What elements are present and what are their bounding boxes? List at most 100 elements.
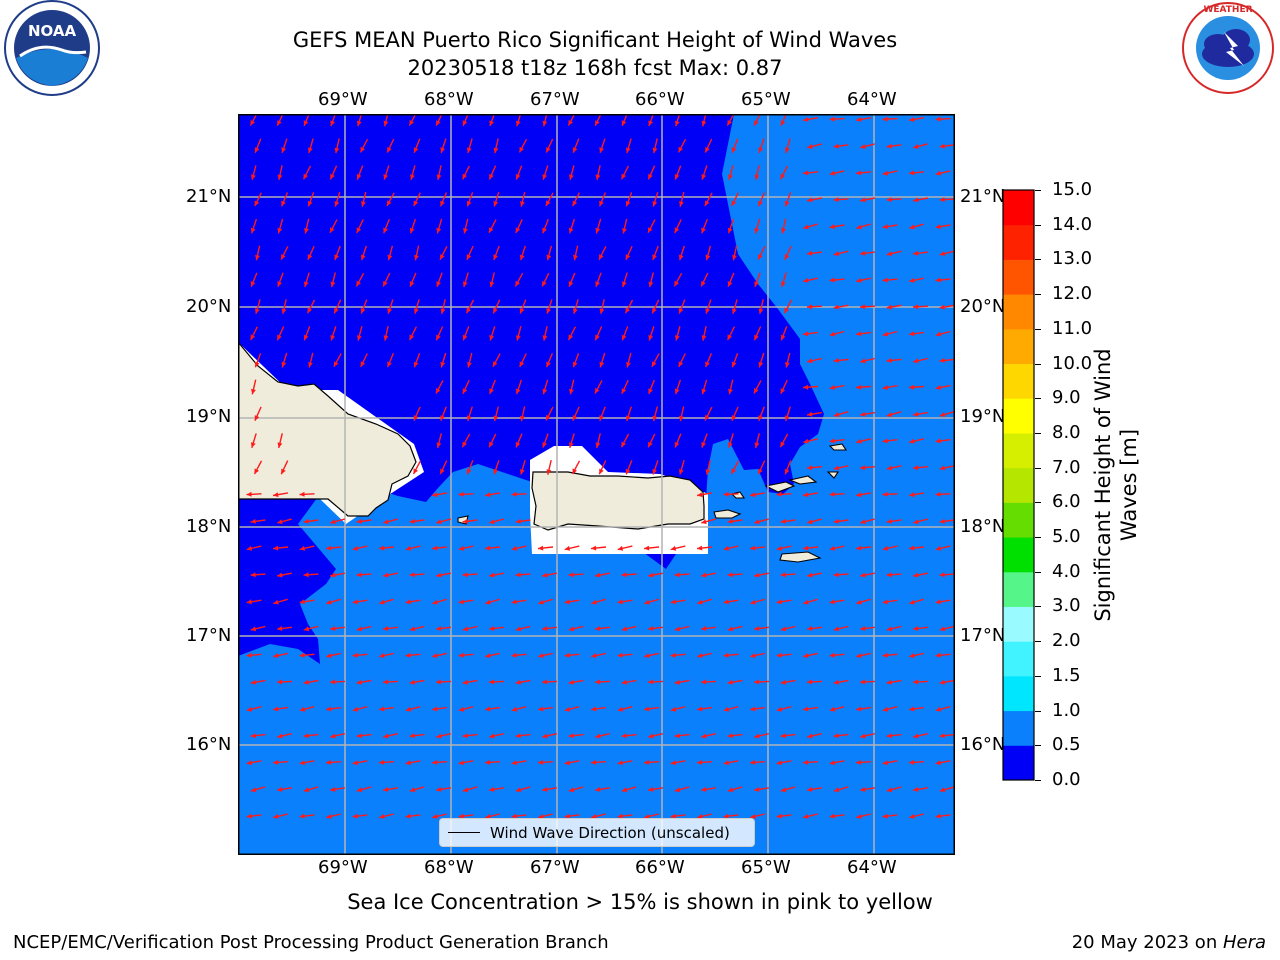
wind-arrow-head	[489, 120, 494, 126]
wind-arrow-head	[909, 545, 915, 551]
wind-arrow-head	[542, 120, 548, 127]
wind-arrow-head	[326, 706, 332, 712]
wind-arrow-head	[882, 170, 889, 176]
wind-arrow-head	[519, 146, 524, 153]
wind-arrow-head	[511, 491, 517, 497]
wind-arrow-head	[939, 787, 946, 793]
wind-arrow-head	[440, 415, 445, 421]
wind-arrow-head	[829, 385, 835, 390]
wind-arrow-head	[807, 786, 813, 792]
wind-arrow-head	[595, 281, 600, 287]
wind-arrow-head	[705, 361, 710, 368]
wind-arrow-head	[856, 277, 862, 283]
wind-arrow-head	[701, 786, 707, 792]
wind-arrow-head	[538, 545, 544, 551]
wind-arrow-head	[352, 652, 358, 658]
wind-arrow-head	[750, 545, 756, 551]
wind-arrow-head	[383, 572, 389, 578]
lat-label-right-19n: 19°N	[960, 406, 1006, 427]
wind-arrow-head	[409, 120, 414, 126]
wind-arrow-head	[307, 307, 312, 314]
wind-arrow-head	[303, 572, 309, 578]
wind-arrow-head	[856, 599, 862, 605]
wind-arrow-head	[432, 599, 438, 605]
wind-arrow-head	[723, 545, 730, 551]
wind-arrow-head	[701, 572, 707, 578]
wind-arrow-head	[829, 813, 835, 819]
wind-arrow-head	[485, 653, 491, 658]
wind-arrow-head	[466, 254, 472, 260]
colorbar-tick-label: 0.5	[1052, 734, 1081, 756]
wind-arrow-head	[307, 254, 313, 260]
wind-arrow-head	[617, 813, 623, 819]
wind-arrow-head	[807, 519, 813, 525]
sea-ice-note: Sea Ice Concentration > 15% is shown in …	[347, 890, 933, 914]
wind-arrow-head	[860, 519, 866, 525]
wind-arrow-head	[330, 173, 335, 180]
wind-arrow-head	[939, 572, 945, 578]
lat-label-right-17n: 17°N	[960, 625, 1006, 646]
colorbar-band	[1003, 259, 1034, 295]
wind-arrow-head	[701, 335, 707, 341]
wind-arrow-head	[493, 415, 499, 421]
wind-arrow-head	[462, 679, 468, 685]
chart-title-line1: GEFS MEAN Puerto Rico Significant Height…	[292, 28, 898, 52]
wind-arrow-head	[462, 626, 469, 632]
wind-arrow-head	[299, 813, 305, 819]
wind-arrow-head	[458, 491, 464, 497]
wind-arrow-head	[568, 442, 574, 448]
wind-arrow-head	[595, 174, 601, 180]
wind-arrow-head	[803, 706, 809, 712]
lon-label-bottom-66w: 66°W	[635, 857, 685, 878]
wind-arrow-head	[648, 227, 653, 233]
lat-label-right-16n: 16°N	[960, 734, 1006, 755]
wind-arrow-head	[379, 759, 385, 765]
wind-arrow-head	[564, 652, 570, 658]
colorbar-tick-label: 1.0	[1052, 699, 1081, 721]
wind-arrow-head	[807, 465, 813, 471]
wind-arrow-head	[379, 653, 385, 658]
lon-label-bottom-69w: 69°W	[318, 857, 368, 878]
wind-arrow-head	[886, 626, 893, 632]
colorbar-tick-mark	[1035, 537, 1041, 539]
wind-arrow-head	[326, 814, 332, 819]
wind-arrow-head	[356, 518, 362, 524]
colorbar-band	[1003, 224, 1034, 260]
wind-arrow-head	[829, 224, 835, 230]
wind-arrow-head	[679, 415, 684, 422]
wind-arrow-head	[617, 599, 623, 605]
wind-arrow-head	[670, 599, 676, 605]
wind-arrow-head	[595, 733, 601, 739]
wind-arrow-head	[886, 251, 893, 256]
wind-arrow-head	[935, 760, 941, 766]
wind-arrow-head	[489, 519, 495, 525]
wind-arrow-head	[803, 117, 809, 122]
wind-wave-direction-arrows	[246, 114, 955, 819]
chart-title-line2: 20230518 t18z 168h fcst Max: 0.87	[407, 56, 783, 80]
wind-arrow-head	[489, 335, 495, 341]
wind-arrow-head	[856, 224, 862, 230]
wind-arrow-head	[728, 388, 733, 395]
wind-arrow-head	[356, 572, 362, 578]
wind-arrow-head	[356, 280, 361, 287]
wind-arrow-head	[754, 388, 759, 394]
wind-arrow-head	[489, 733, 495, 739]
wind-arrow-head	[299, 545, 306, 551]
wind-arrow-head	[651, 361, 657, 367]
wind-arrow-head	[330, 519, 336, 525]
wind-arrow-head	[334, 147, 340, 154]
wind-arrow-head	[538, 653, 544, 658]
wind-arrow-head	[803, 759, 809, 765]
wind-arrow-head	[780, 518, 786, 524]
wind-arrow-head	[250, 626, 257, 632]
wind-arrow-head	[299, 652, 305, 658]
wind-arrow-head	[356, 787, 363, 793]
wind-arrow-head	[913, 519, 919, 525]
wind-arrow-head	[860, 144, 866, 149]
wind-arrow-head	[803, 438, 809, 444]
wind-arrow-head	[356, 626, 363, 632]
colorbar-tick-label: 11.0	[1052, 317, 1093, 339]
wind-arrow-head	[511, 545, 518, 551]
wind-arrow-head	[489, 227, 494, 233]
wind-arrow-head	[780, 281, 786, 287]
